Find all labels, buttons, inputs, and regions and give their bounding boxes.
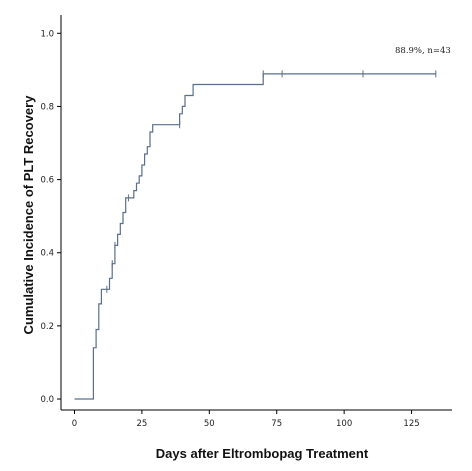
y-axis-ticks: 0.0 0.2 0.4 0.6 0.8 1.0: [40, 29, 61, 405]
y-tick-label: 0.6: [40, 176, 54, 186]
x-tick-label: 0: [72, 419, 77, 429]
incidence-step-line: [74, 73, 436, 400]
y-tick-label: 1.0: [40, 29, 54, 39]
x-tick-label: 50: [204, 419, 215, 429]
y-tick-label: 0.4: [40, 249, 54, 259]
y-tick-label: 0.2: [40, 322, 54, 332]
x-axis-ticks: 0 25 50 75 100 125: [72, 410, 420, 429]
annotation-label: 88.9%, n=43: [395, 46, 451, 56]
y-tick-label: 0.0: [40, 395, 54, 405]
censor-marks: [106, 70, 437, 293]
x-tick-label: 125: [403, 419, 419, 429]
x-tick-label: 100: [336, 419, 352, 429]
x-axis-label: Days after Eltrombopag Treatment: [156, 446, 369, 461]
x-tick-label: 25: [136, 419, 147, 429]
y-axis-label: Cumulative Incidence of PLT Recovery: [21, 95, 36, 335]
y-tick-label: 0.8: [40, 102, 54, 112]
x-tick-label: 75: [271, 419, 282, 429]
